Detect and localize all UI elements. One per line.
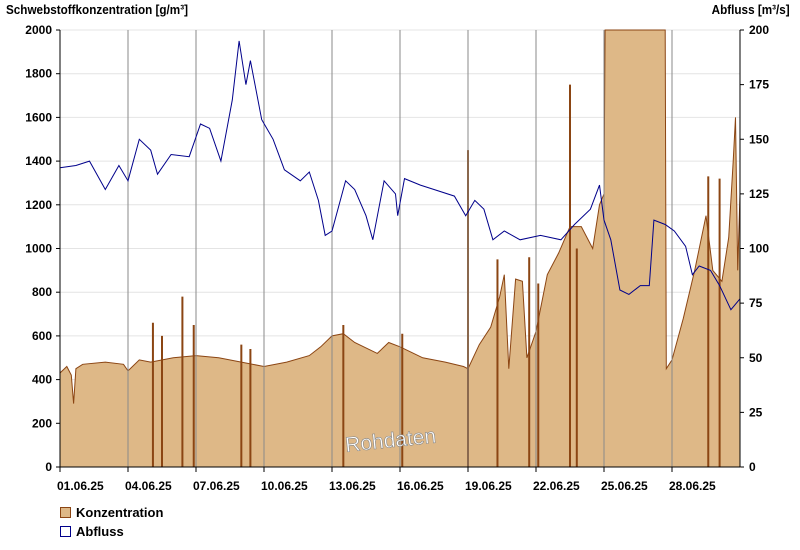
x-tick-label: 04.06.25 xyxy=(125,479,172,493)
y-right-tick-label: 75 xyxy=(749,296,763,310)
x-tick-label: 16.06.25 xyxy=(397,479,444,493)
legend-item-konzentration: Konzentration xyxy=(60,505,163,520)
legend-label: Konzentration xyxy=(76,505,164,520)
y-left-tick-label: 1600 xyxy=(25,110,52,124)
x-tick-label: 13.06.25 xyxy=(329,479,376,493)
x-tick-label: 07.06.25 xyxy=(193,479,240,493)
y-left-tick-label: 1800 xyxy=(25,67,52,81)
y-right-tick-label: 50 xyxy=(749,351,763,365)
y-right-tick-label: 100 xyxy=(749,242,769,256)
y-left-tick-label: 400 xyxy=(32,373,52,387)
right-axis-title: Abfluss [m³/s] xyxy=(711,2,790,17)
legend-label: Abfluss xyxy=(76,524,124,539)
y-left-tick-label: 1400 xyxy=(25,154,52,168)
x-tick-label: 28.06.25 xyxy=(669,479,716,493)
y-left-tick-label: 800 xyxy=(32,285,52,299)
x-tick-label: 22.06.25 xyxy=(533,479,580,493)
legend-item-abfluss: Abfluss xyxy=(60,524,124,539)
legend-swatch-konzentration xyxy=(60,507,71,518)
x-tick-label: 25.06.25 xyxy=(601,479,648,493)
y-left-tick-label: 1200 xyxy=(25,198,52,212)
y-right-tick-label: 25 xyxy=(749,405,763,419)
x-tick-label: 01.06.25 xyxy=(57,479,104,493)
y-left-tick-label: 0 xyxy=(45,460,52,474)
y-left-tick-label: 2000 xyxy=(25,23,52,37)
y-right-tick-label: 150 xyxy=(749,132,769,146)
y-right-tick-label: 125 xyxy=(749,187,769,201)
x-tick-label: 19.06.25 xyxy=(465,479,512,493)
y-right-tick-label: 175 xyxy=(749,78,769,92)
y-right-tick-label: 200 xyxy=(749,23,769,37)
y-right-tick-label: 0 xyxy=(749,460,756,474)
abfluss-line xyxy=(59,40,741,311)
legend-swatch-abfluss xyxy=(60,526,71,537)
x-tick-label: 10.06.25 xyxy=(261,479,308,493)
y-left-tick-label: 200 xyxy=(32,416,52,430)
y-left-tick-label: 1000 xyxy=(25,242,52,256)
y-left-tick-label: 600 xyxy=(32,329,52,343)
left-axis-title: Schwebstoffkonzentration [g/m³] xyxy=(6,2,188,17)
